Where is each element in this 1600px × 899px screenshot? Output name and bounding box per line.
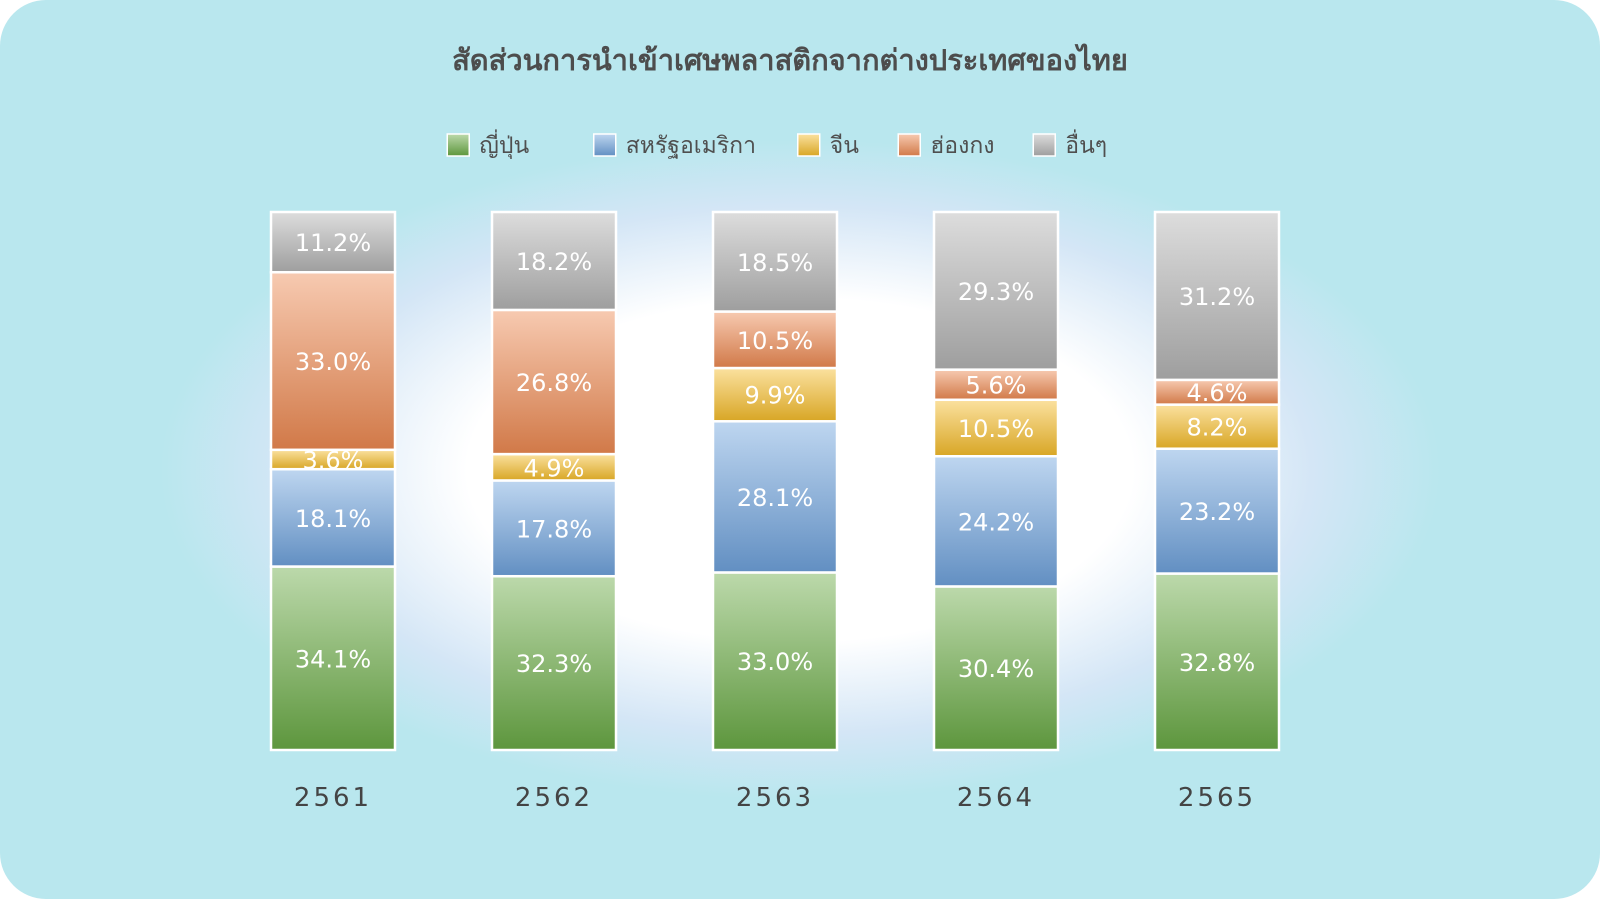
bar-segment: [711, 420, 839, 574]
x-tick-label: 2563: [736, 783, 814, 813]
legend-label: จีน: [830, 133, 859, 159]
legend: ญี่ปุ่น สหรัฐอเมริกา จีน ฮ่องกง อื่นๆ: [446, 129, 1107, 159]
data-label: 4.6%: [1187, 379, 1248, 407]
data-label: 23.2%: [1179, 498, 1255, 526]
data-label: 3.6%: [303, 446, 364, 474]
legend-swatch: [446, 133, 470, 157]
legend-label: อื่นๆ: [1065, 129, 1107, 159]
x-tick-label: 2562: [515, 783, 593, 813]
x-tick-label: 2564: [957, 783, 1035, 813]
bar-segment: [932, 210, 1060, 371]
bar-segment: [490, 452, 618, 482]
bar-segment: [932, 455, 1060, 588]
data-label: 33.0%: [737, 648, 813, 676]
legend-swatch: [797, 133, 821, 157]
bar-segment: [711, 366, 839, 423]
data-label: 29.3%: [958, 278, 1034, 306]
bar-segment: [1153, 447, 1281, 575]
bar-segment: [269, 467, 397, 568]
data-label: 18.1%: [295, 505, 371, 533]
bar-segment: [711, 210, 839, 313]
legend-label: สหรัฐอเมริกา: [626, 133, 756, 159]
data-label: 5.6%: [966, 372, 1027, 400]
data-label: 10.5%: [737, 327, 813, 355]
data-label: 32.3%: [516, 650, 592, 678]
bar-segment: [1153, 403, 1281, 450]
bar-segment: [1153, 378, 1281, 406]
bar-segment: [490, 574, 618, 752]
x-tick-label: 2565: [1178, 783, 1256, 813]
legend-swatch: [1032, 133, 1056, 157]
x-axis: 2561 2562 2563 2564 2565: [294, 783, 1256, 813]
bar-segment: [490, 308, 618, 456]
bar-segment: [269, 565, 397, 752]
legend-label: ญี่ปุ่น: [479, 129, 529, 159]
legend-label: ฮ่องกง: [930, 133, 994, 159]
data-label: 18.5%: [737, 249, 813, 277]
legend-swatch: [897, 133, 921, 157]
data-label: 24.2%: [958, 508, 1034, 536]
bars: 34.1% 18.1% 3.6% 33.0% 11.2% 32.3% 17.8% 4.9% 26…: [269, 210, 1281, 752]
data-label: 31.2%: [1179, 283, 1255, 311]
data-label: 11.2%: [295, 229, 371, 257]
bar-segment: [932, 398, 1060, 458]
data-label: 30.4%: [958, 655, 1034, 683]
data-label: 33.0%: [295, 348, 371, 376]
data-label: 34.1%: [295, 645, 371, 673]
legend-swatch: [593, 133, 617, 157]
chart-title: สัดส่วนการนำเข้าเศษพลาสติกจากต่างประเทศข…: [452, 43, 1128, 77]
bar-segment: [932, 368, 1060, 402]
x-tick-label: 2561: [294, 783, 372, 813]
data-label: 17.8%: [516, 515, 592, 543]
bar-segment: [490, 210, 618, 312]
bar-segment: [711, 571, 839, 752]
bar-segment: [711, 310, 839, 370]
data-label: 28.1%: [737, 484, 813, 512]
bar-segment: [932, 585, 1060, 752]
data-label: 32.8%: [1179, 649, 1255, 677]
data-label: 18.2%: [516, 248, 592, 276]
data-label: 9.9%: [745, 382, 806, 410]
data-label: 26.8%: [516, 369, 592, 397]
data-label: 10.5%: [958, 415, 1034, 443]
data-label: 8.2%: [1187, 414, 1248, 442]
bar-segment: [1153, 210, 1281, 382]
bar-segment: [269, 210, 397, 274]
bar-segment: [490, 479, 618, 578]
data-label: 4.9%: [524, 454, 585, 482]
